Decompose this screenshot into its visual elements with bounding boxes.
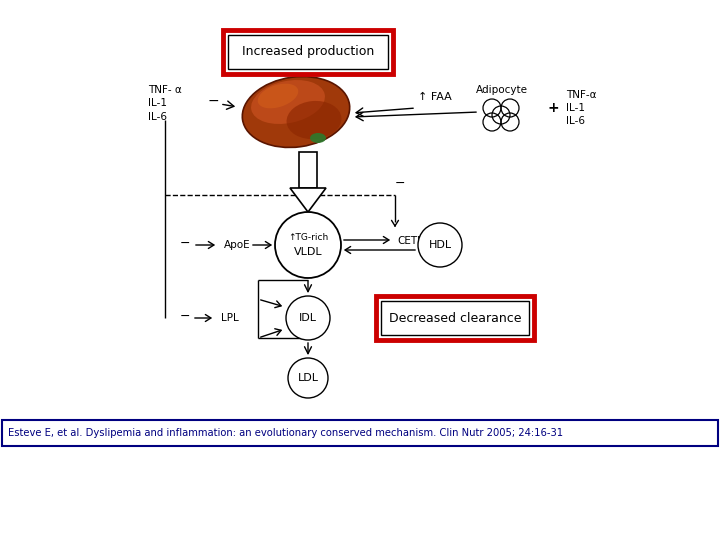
- Bar: [376, 296, 534, 340]
- Text: IL-6: IL-6: [566, 116, 585, 126]
- Text: IL-1: IL-1: [148, 98, 167, 108]
- Text: ApoE: ApoE: [224, 240, 251, 250]
- Text: HDL: HDL: [428, 240, 451, 250]
- Circle shape: [286, 296, 330, 340]
- Text: +: +: [547, 101, 559, 115]
- Circle shape: [418, 223, 462, 267]
- Text: CETP: CETP: [397, 236, 423, 246]
- Text: Esteve E, et al. Dyslipemia and inflammation: an evolutionary conserved mechanis: Esteve E, et al. Dyslipemia and inflamma…: [8, 428, 563, 438]
- Text: ↑TG-rich: ↑TG-rich: [288, 233, 328, 242]
- Text: IL-1: IL-1: [566, 103, 585, 113]
- Text: Adipocyte: Adipocyte: [476, 85, 528, 95]
- Text: −: −: [180, 237, 190, 249]
- Bar: [381, 301, 529, 335]
- Text: Decreased clearance: Decreased clearance: [389, 312, 521, 325]
- Circle shape: [275, 212, 341, 278]
- Text: −: −: [180, 309, 190, 322]
- Text: TNF-α: TNF-α: [566, 90, 596, 100]
- Text: IDL: IDL: [299, 313, 317, 323]
- Polygon shape: [290, 188, 326, 212]
- Bar: [299, 152, 317, 188]
- Ellipse shape: [258, 84, 298, 109]
- Text: IL-6: IL-6: [148, 112, 167, 122]
- Text: TNF- α: TNF- α: [148, 85, 181, 95]
- Circle shape: [288, 358, 328, 398]
- Text: VLDL: VLDL: [294, 247, 323, 257]
- Text: LPL: LPL: [221, 313, 239, 323]
- Ellipse shape: [243, 77, 350, 147]
- Bar: [228, 35, 388, 69]
- Bar: [223, 30, 393, 74]
- Text: Increased production: Increased production: [242, 45, 374, 58]
- Text: −: −: [207, 94, 219, 108]
- Ellipse shape: [310, 133, 326, 143]
- Ellipse shape: [287, 101, 341, 139]
- Text: −: −: [395, 177, 405, 190]
- Ellipse shape: [251, 80, 325, 124]
- Text: ↑ FAA: ↑ FAA: [418, 92, 451, 102]
- Bar: [2, 420, 718, 446]
- Text: LDL: LDL: [297, 373, 318, 383]
